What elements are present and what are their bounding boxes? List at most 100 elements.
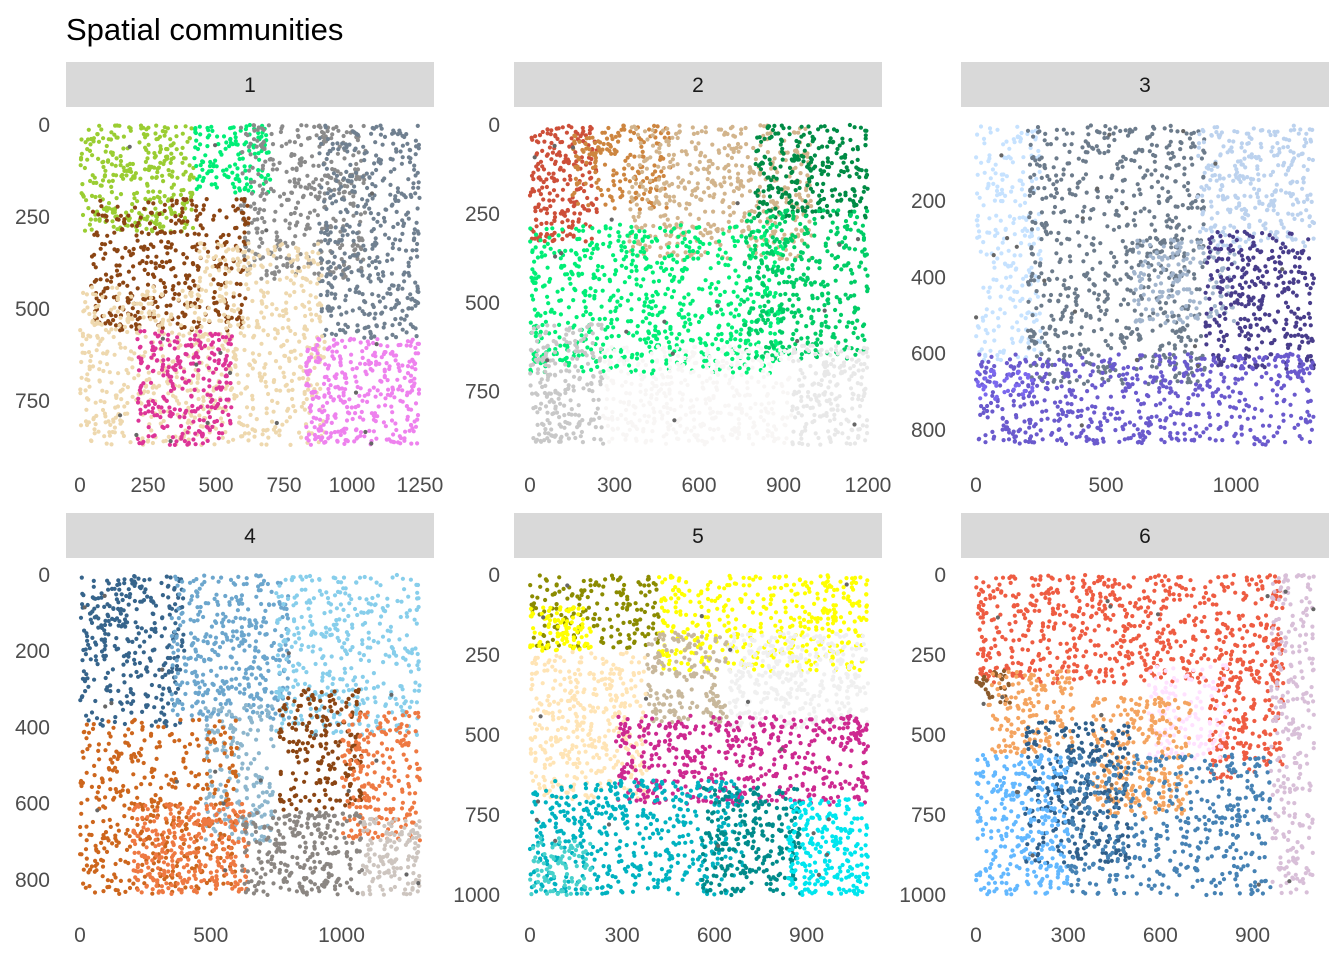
data-point	[98, 246, 103, 251]
data-point	[344, 380, 349, 385]
data-point	[171, 192, 176, 197]
data-point	[642, 191, 647, 196]
data-point	[273, 430, 279, 435]
data-point	[246, 286, 251, 292]
data-point	[79, 155, 84, 160]
data-point	[289, 264, 294, 269]
data-point	[628, 207, 633, 212]
data-point	[205, 404, 210, 409]
data-point	[640, 197, 645, 202]
data-point	[544, 153, 550, 158]
data-point	[173, 248, 178, 253]
data-point	[343, 330, 348, 335]
data-point	[637, 229, 642, 234]
data-point	[121, 219, 127, 224]
data-point	[386, 387, 391, 392]
data-point	[332, 254, 337, 259]
data-point	[404, 330, 409, 335]
data-point	[286, 406, 291, 411]
data-point	[308, 312, 314, 317]
data-point	[125, 400, 130, 406]
data-point	[356, 235, 361, 240]
data-point	[355, 132, 360, 137]
data-point	[358, 386, 363, 391]
data-point	[400, 399, 405, 404]
data-point	[340, 386, 345, 391]
data-point	[253, 155, 258, 160]
data-point	[322, 230, 327, 236]
data-point	[284, 169, 289, 174]
data-point	[211, 217, 216, 222]
data-point	[397, 384, 403, 389]
data-point	[762, 136, 767, 141]
data-point	[181, 219, 186, 224]
data-point	[153, 261, 158, 266]
data-point	[347, 338, 352, 343]
data-point	[146, 271, 151, 277]
data-point	[79, 359, 84, 365]
data-point	[324, 223, 330, 228]
data-point	[378, 161, 383, 166]
data-point	[793, 310, 798, 315]
data-point	[548, 309, 553, 314]
data-point	[558, 343, 563, 348]
data-point	[530, 137, 535, 142]
data-point	[296, 133, 301, 138]
data-point	[821, 196, 827, 202]
data-point	[215, 134, 220, 139]
data-point	[848, 137, 853, 143]
data-point	[317, 337, 322, 342]
data-point	[698, 197, 703, 202]
data-point	[182, 225, 187, 230]
data-point	[279, 344, 284, 349]
data-point	[175, 398, 180, 403]
data-point	[137, 140, 142, 145]
data-point	[544, 206, 549, 212]
data-point	[325, 191, 330, 196]
data-point	[212, 442, 217, 447]
data-point	[810, 139, 815, 144]
data-point	[638, 337, 643, 342]
data-point	[262, 365, 267, 370]
data-point	[171, 284, 176, 289]
data-point	[268, 177, 273, 182]
data-point	[252, 428, 257, 433]
data-point	[83, 300, 88, 305]
data-point	[413, 138, 418, 143]
data-point	[630, 248, 635, 253]
data-point	[734, 163, 739, 168]
data-point	[857, 175, 862, 180]
data-point	[270, 302, 275, 307]
data-point	[277, 247, 282, 252]
data-point	[583, 239, 588, 244]
data-point	[659, 169, 664, 174]
data-point	[602, 130, 608, 135]
data-point	[219, 372, 224, 377]
data-point	[85, 157, 90, 162]
data-point	[553, 329, 558, 335]
data-point	[549, 128, 554, 133]
data-point	[213, 308, 218, 313]
data-point	[565, 207, 570, 213]
data-point	[714, 310, 719, 315]
data-point	[663, 292, 668, 297]
data-point	[157, 221, 162, 226]
data-point	[219, 423, 224, 428]
data-point	[82, 165, 87, 171]
data-point	[755, 148, 761, 153]
data-point	[141, 296, 146, 302]
data-point	[130, 394, 135, 399]
data-point	[185, 139, 190, 144]
data-point	[335, 141, 340, 146]
data-point	[319, 129, 325, 135]
data-point	[613, 134, 618, 139]
data-point	[260, 166, 265, 171]
data-point	[663, 192, 669, 197]
data-point	[324, 166, 329, 171]
data-point	[360, 355, 365, 360]
data-point	[298, 252, 303, 257]
data-point	[744, 370, 749, 375]
data-point	[199, 324, 204, 329]
data-point	[703, 278, 708, 283]
data-point	[544, 211, 550, 216]
